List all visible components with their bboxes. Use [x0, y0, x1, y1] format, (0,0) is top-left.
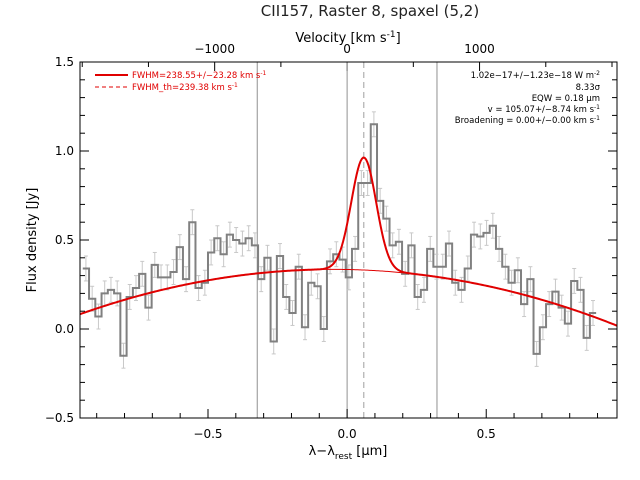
spectrum-line [82, 123, 597, 357]
annotation-snr: 8.33σ [576, 83, 601, 93]
y-tick-label: −0.5 [45, 411, 74, 425]
spectrum-series [82, 123, 597, 357]
legend: FWHM=238.55+/−23.28 km s-1 FWHM_th=239.3… [95, 70, 267, 93]
x-axis-label: λ−λrest [μm] [309, 444, 388, 462]
annotation-velocity: v = 105.07+/−8.74 km s-1 [488, 104, 601, 115]
y-tick-label: 0.0 [55, 322, 74, 336]
y-tick-label: 0.5 [55, 233, 74, 247]
y-axis-ticks: −0.5 0.0 0.5 1.0 1.5 [45, 55, 617, 425]
y-tick-label: 1.0 [55, 144, 74, 158]
y-tick-label: 1.5 [55, 55, 74, 69]
top-tick-label: −1000 [194, 42, 235, 56]
x-tick-label: 0.0 [338, 427, 357, 441]
legend-entry-fwhm-th: FWHM_th=239.38 km s-1 [132, 82, 238, 93]
legend-entry-fwhm: FWHM=238.55+/−23.28 km s-1 [132, 70, 267, 81]
fit-annotations: 1.02e−17+/−1.23e−18 W m-2 8.33σ EQW = 0.… [455, 70, 601, 126]
gaussian-fit [79, 156, 618, 327]
error-bars [83, 111, 596, 369]
annotation-eqw: EQW = 0.18 μm [532, 94, 600, 104]
annotation-broadening: Broadening = 0.00+/−0.00 km s-1 [455, 115, 600, 126]
chart-title: CII157, Raster 8, spaxel (5,2) [261, 2, 479, 20]
top-tick-label: 0 [343, 42, 351, 56]
y-axis-label: Flux density [Jy] [25, 188, 40, 293]
annotation-flux: 1.02e−17+/−1.23e−18 W m-2 [471, 70, 601, 81]
x-axis-ticks: −0.5 0.0 0.5 [96, 409, 599, 441]
x-tick-label: −0.5 [193, 427, 222, 441]
velocity-reference-lines [256, 62, 438, 418]
fit-line [79, 156, 618, 327]
top-axis-label: Velocity [km s-1] [295, 30, 400, 46]
top-tick-label: 1000 [464, 42, 495, 56]
x-tick-label: 0.5 [477, 427, 496, 441]
